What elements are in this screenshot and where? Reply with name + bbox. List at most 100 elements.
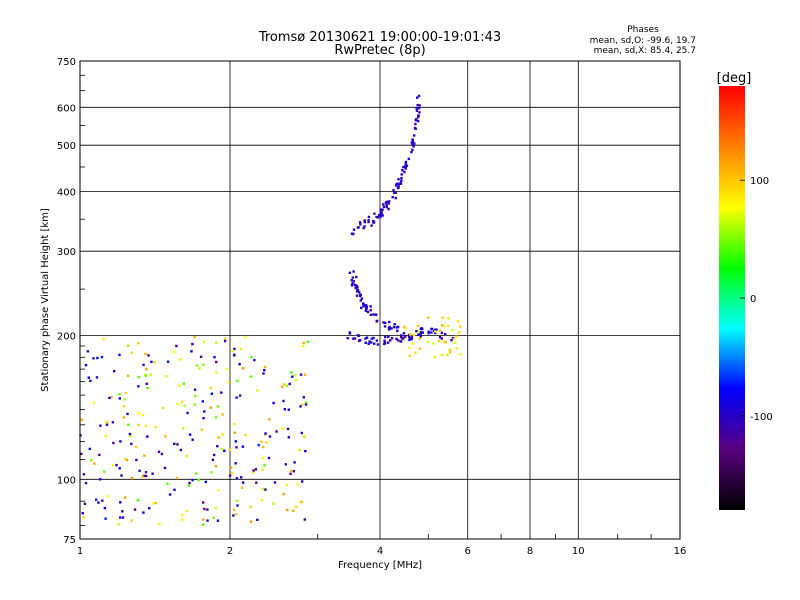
data-point — [440, 337, 443, 340]
data-point — [215, 360, 218, 364]
data-point — [444, 332, 447, 336]
data-point — [370, 337, 374, 340]
data-point — [387, 202, 390, 205]
data-point — [173, 488, 176, 491]
data-point — [215, 371, 218, 374]
data-point — [350, 279, 353, 282]
data-point — [272, 502, 275, 505]
data-point — [124, 458, 127, 461]
data-point — [396, 182, 399, 185]
data-point — [161, 406, 165, 410]
data-point — [233, 423, 236, 426]
data-point — [211, 458, 215, 461]
data-point — [287, 436, 290, 439]
data-point — [112, 441, 115, 445]
data-point — [214, 506, 217, 510]
data-point — [282, 399, 285, 403]
data-point — [294, 378, 298, 382]
data-point — [144, 352, 147, 356]
data-point — [417, 116, 420, 119]
data-point — [144, 374, 147, 377]
data-point — [415, 118, 418, 122]
data-point — [190, 350, 193, 353]
data-point — [427, 340, 430, 343]
data-point — [89, 379, 92, 382]
data-point — [225, 367, 229, 371]
data-point — [419, 332, 422, 336]
data-point — [182, 382, 185, 385]
data-point — [433, 330, 437, 333]
data-point — [143, 454, 146, 457]
data-point — [221, 433, 224, 436]
data-point — [446, 353, 449, 356]
data-point — [293, 461, 296, 464]
data-point — [375, 215, 378, 219]
data-point — [417, 114, 420, 117]
data-point — [201, 523, 205, 526]
data-point — [80, 418, 84, 421]
data-point — [154, 501, 157, 505]
data-point — [292, 509, 295, 512]
data-point — [419, 331, 422, 334]
data-point — [367, 215, 371, 219]
data-point — [201, 400, 204, 403]
data-point — [430, 327, 433, 331]
data-point — [394, 191, 397, 194]
data-point — [137, 375, 140, 379]
data-point — [150, 360, 153, 364]
data-point — [158, 522, 161, 526]
data-point — [438, 329, 442, 332]
data-point — [229, 466, 233, 469]
data-point — [263, 464, 266, 467]
data-point — [111, 464, 115, 467]
data-point — [264, 488, 267, 491]
data-point — [120, 474, 123, 477]
data-point — [165, 375, 168, 378]
data-point — [448, 348, 451, 351]
data-point — [396, 329, 399, 332]
data-point — [286, 508, 289, 512]
data-point — [283, 408, 286, 411]
data-point — [178, 384, 181, 387]
data-point — [442, 340, 446, 343]
data-point — [404, 167, 407, 170]
data-point — [455, 335, 458, 338]
data-point — [233, 347, 236, 351]
data-point — [380, 211, 383, 215]
data-point — [136, 499, 140, 502]
data-point — [455, 347, 459, 350]
colorbar-label: [deg] — [717, 71, 752, 86]
data-point — [261, 456, 265, 460]
colorbar-tick-label: -100 — [750, 412, 773, 423]
data-point — [408, 354, 411, 358]
data-point — [416, 103, 419, 107]
data-point — [191, 478, 194, 482]
data-point — [352, 270, 355, 273]
data-point — [415, 107, 418, 110]
data-point — [92, 357, 95, 360]
data-point — [204, 480, 207, 484]
data-point — [176, 443, 179, 446]
data-point — [234, 440, 237, 443]
data-point — [235, 513, 238, 516]
data-point — [285, 483, 289, 486]
stats-heading: Phases — [627, 25, 659, 35]
data-point — [399, 182, 403, 185]
data-point — [387, 327, 391, 330]
data-point — [390, 337, 394, 340]
data-point — [380, 209, 383, 212]
data-point — [414, 351, 417, 354]
data-point — [299, 500, 303, 504]
data-point — [375, 339, 379, 342]
data-point — [351, 282, 354, 285]
data-point — [303, 435, 306, 438]
data-point — [236, 379, 239, 382]
data-point — [414, 122, 417, 126]
data-point — [166, 482, 169, 485]
data-point — [352, 337, 355, 340]
data-point — [418, 104, 421, 107]
data-point — [147, 354, 150, 357]
data-point — [384, 201, 388, 204]
data-point — [382, 321, 385, 324]
data-point — [122, 416, 125, 419]
